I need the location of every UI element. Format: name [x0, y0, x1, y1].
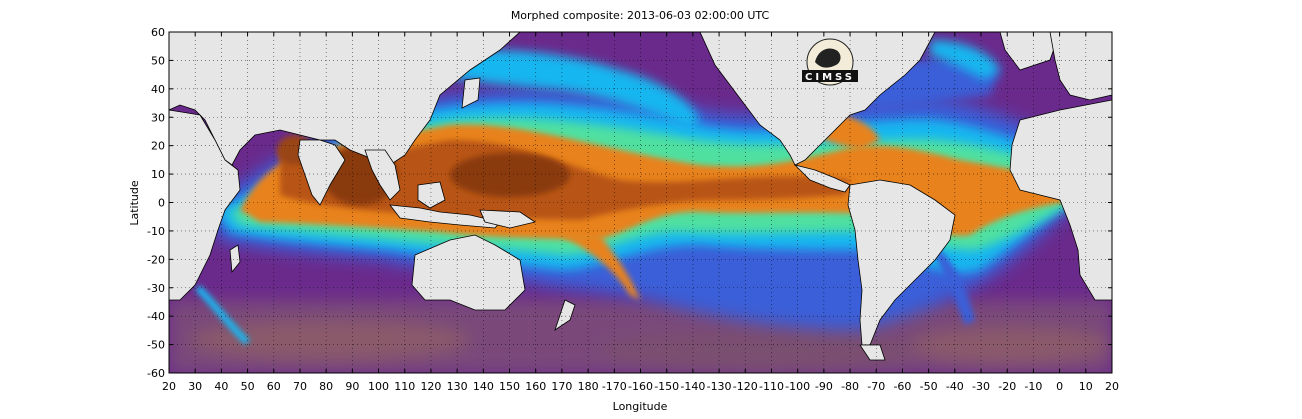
x-tick-label: 10 [1079, 380, 1093, 393]
x-tick-label: 130 [447, 380, 468, 393]
y-axis-ticks: 60 50 40 30 20 10 0 -10 -20 -30 -40 -50 -60 [147, 26, 1112, 380]
x-tick-label: -130 [707, 380, 732, 393]
cimss-logo: CIMSS [802, 38, 858, 86]
x-tick-label: -120 [733, 380, 758, 393]
land-japan [461, 77, 481, 109]
y-tick-label: 40 [151, 83, 165, 96]
land-west-africa [1009, 99, 1112, 301]
x-tick-label: -40 [946, 380, 964, 393]
x-tick-label: -50 [920, 380, 938, 393]
land-australia [411, 234, 526, 311]
x-axis-label: Longitude [613, 400, 668, 413]
x-tick-label: 80 [319, 380, 333, 393]
x-tick-label: 110 [394, 380, 415, 393]
y-tick-label: 60 [151, 26, 165, 39]
land-indochina [364, 149, 401, 201]
x-tick-label: 100 [368, 380, 389, 393]
x-tick-label: -30 [972, 380, 990, 393]
x-tick-label: 180 [578, 380, 599, 393]
x-tick-label: -160 [628, 380, 653, 393]
x-tick-label: -20 [998, 380, 1016, 393]
x-tick-label: 20 [162, 380, 176, 393]
x-tick-label: 50 [241, 380, 255, 393]
land-new-guinea [479, 209, 536, 229]
x-tick-label: 70 [293, 380, 307, 393]
x-tick-label: -100 [785, 380, 810, 393]
y-tick-label: 20 [151, 140, 165, 153]
x-tick-label: -70 [867, 380, 885, 393]
lat-lon-grid [169, 32, 1112, 373]
land-new-zealand [554, 299, 576, 331]
x-tick-label: -80 [841, 380, 859, 393]
x-tick-label: 40 [214, 380, 228, 393]
y-tick-label: 10 [151, 168, 165, 181]
y-tick-label: 30 [151, 111, 165, 124]
x-tick-label: 160 [525, 380, 546, 393]
y-tick-label: -20 [147, 253, 165, 266]
x-tick-label: -170 [602, 380, 627, 393]
y-tick-label: -30 [147, 282, 165, 295]
x-tick-label: -140 [680, 380, 705, 393]
x-tick-label: -10 [1024, 380, 1042, 393]
land-borneo [417, 181, 446, 209]
x-tick-label: 140 [473, 380, 494, 393]
x-tick-label: 150 [499, 380, 520, 393]
y-tick-label: -10 [147, 225, 165, 238]
land-central-america [793, 164, 851, 193]
x-tick-label: 60 [267, 380, 281, 393]
land-europe [1049, 32, 1112, 101]
land-madagascar [229, 244, 241, 274]
moisture-peak-west-pacific [450, 153, 570, 197]
y-tick-label: 0 [158, 197, 165, 210]
x-tick-label: -150 [654, 380, 679, 393]
y-tick-label: 50 [151, 54, 165, 67]
map-title: Morphed composite: 2013-06-03 02:00:00 U… [511, 9, 770, 22]
plot-area: CIMSS [169, 32, 1112, 373]
cimss-logo-text: CIMSS [805, 72, 855, 83]
land-india [297, 139, 346, 206]
x-tick-label: -60 [893, 380, 911, 393]
land-south-america [847, 179, 956, 346]
moisture-band-spcz [560, 235, 640, 300]
y-axis-label: Latitude [128, 180, 141, 226]
y-tick-label: -60 [147, 367, 165, 380]
x-tick-label: -90 [815, 380, 833, 393]
x-tick-label: 90 [345, 380, 359, 393]
x-axis-ticks: 20 30 40 50 60 70 80 90 100 110 120 130 140 150 160 170… [162, 32, 1119, 393]
y-tick-label: -40 [147, 310, 165, 323]
x-tick-label: 20 [1105, 380, 1119, 393]
x-tick-label: -110 [759, 380, 784, 393]
landmasses [169, 32, 1112, 361]
x-tick-label: 0 [1056, 380, 1063, 393]
x-tick-label: 170 [551, 380, 572, 393]
x-tick-label: 120 [420, 380, 441, 393]
land-antarctic-tip [859, 344, 886, 361]
land-africa [169, 109, 241, 301]
x-tick-label: 30 [188, 380, 202, 393]
y-tick-label: -50 [147, 339, 165, 352]
